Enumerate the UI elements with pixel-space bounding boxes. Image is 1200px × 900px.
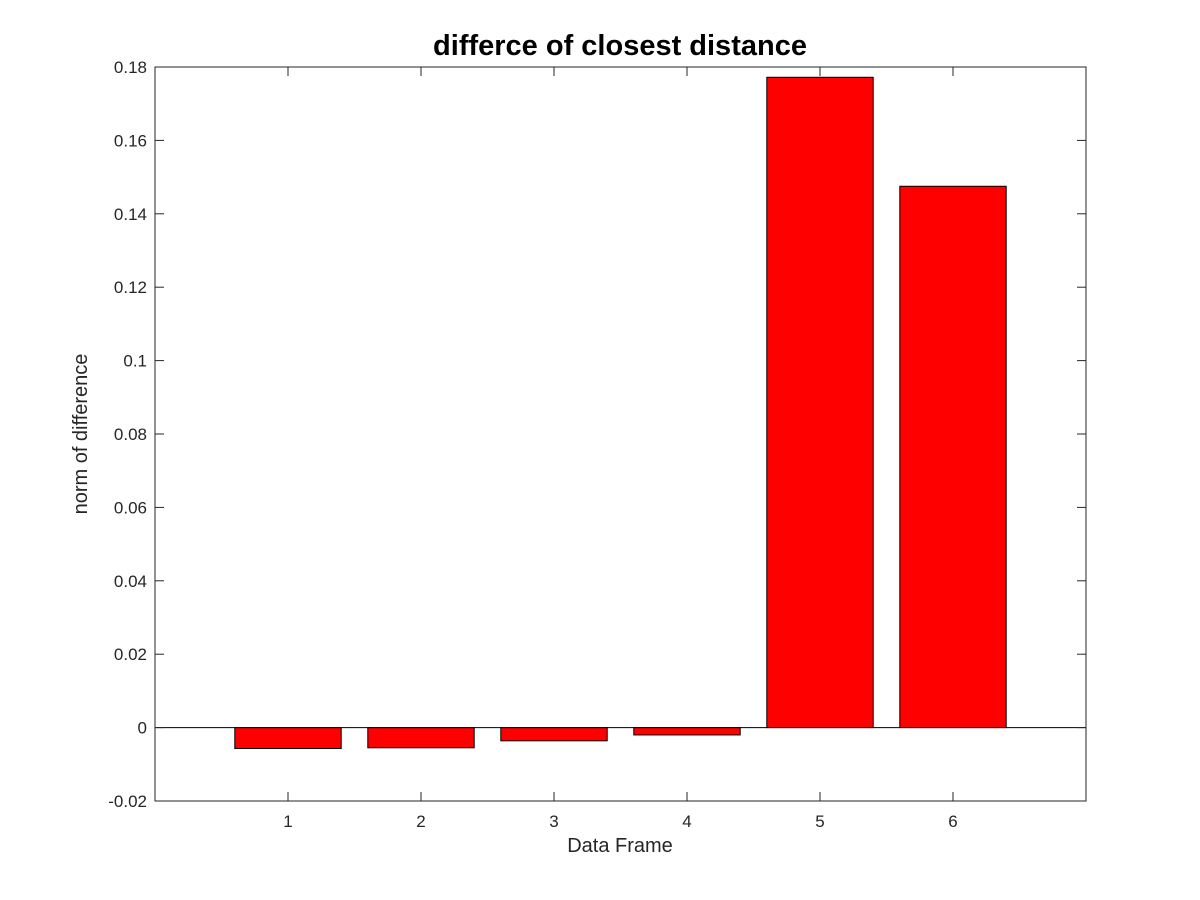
bar-3 [500, 727, 608, 742]
y-axis-label: norm of difference [70, 354, 92, 515]
x-tick-label: 5 [815, 812, 824, 831]
bar-2 [367, 727, 475, 749]
x-tick-label: 6 [948, 812, 957, 831]
y-tick-label: -0.02 [108, 792, 147, 811]
y-ticks-group: -0.02 0 0.02 0.04 0.06 0.08 0.1 0.12 0.14 0.16 0.1… [108, 58, 1086, 811]
x-ticks-group: 1 2 3 4 5 6 [283, 67, 958, 831]
bar-6 [899, 185, 1007, 729]
bar-1 [234, 727, 342, 750]
plot-area: -0.02 0 0.02 0.04 0.06 0.08 0.1 0.12 0.14 0.16 0.1… [108, 58, 1087, 831]
y-tick-label: 0.08 [114, 425, 147, 444]
x-tick-label: 2 [416, 812, 425, 831]
bars-group [234, 76, 1007, 750]
y-tick-label: 0.14 [114, 205, 147, 224]
x-tick-label: 4 [682, 812, 691, 831]
y-tick-label: 0.04 [114, 572, 147, 591]
y-tick-label: 0.06 [114, 498, 147, 517]
y-tick-label: 0.16 [114, 131, 147, 150]
bar-5 [766, 76, 874, 729]
bar-4 [633, 727, 741, 736]
axes-box [154, 66, 1087, 802]
x-tick-label: 1 [283, 812, 292, 831]
x-axis-label: Data Frame [567, 835, 673, 857]
chart-title: differce of closest distance [433, 30, 807, 62]
y-tick-label: 0.12 [114, 278, 147, 297]
y-tick-label: 0.18 [114, 58, 147, 77]
y-tick-label: 0 [138, 719, 147, 738]
y-tick-label: 0.02 [114, 645, 147, 664]
y-tick-label: 0.1 [123, 352, 147, 371]
x-tick-label: 3 [549, 812, 558, 831]
